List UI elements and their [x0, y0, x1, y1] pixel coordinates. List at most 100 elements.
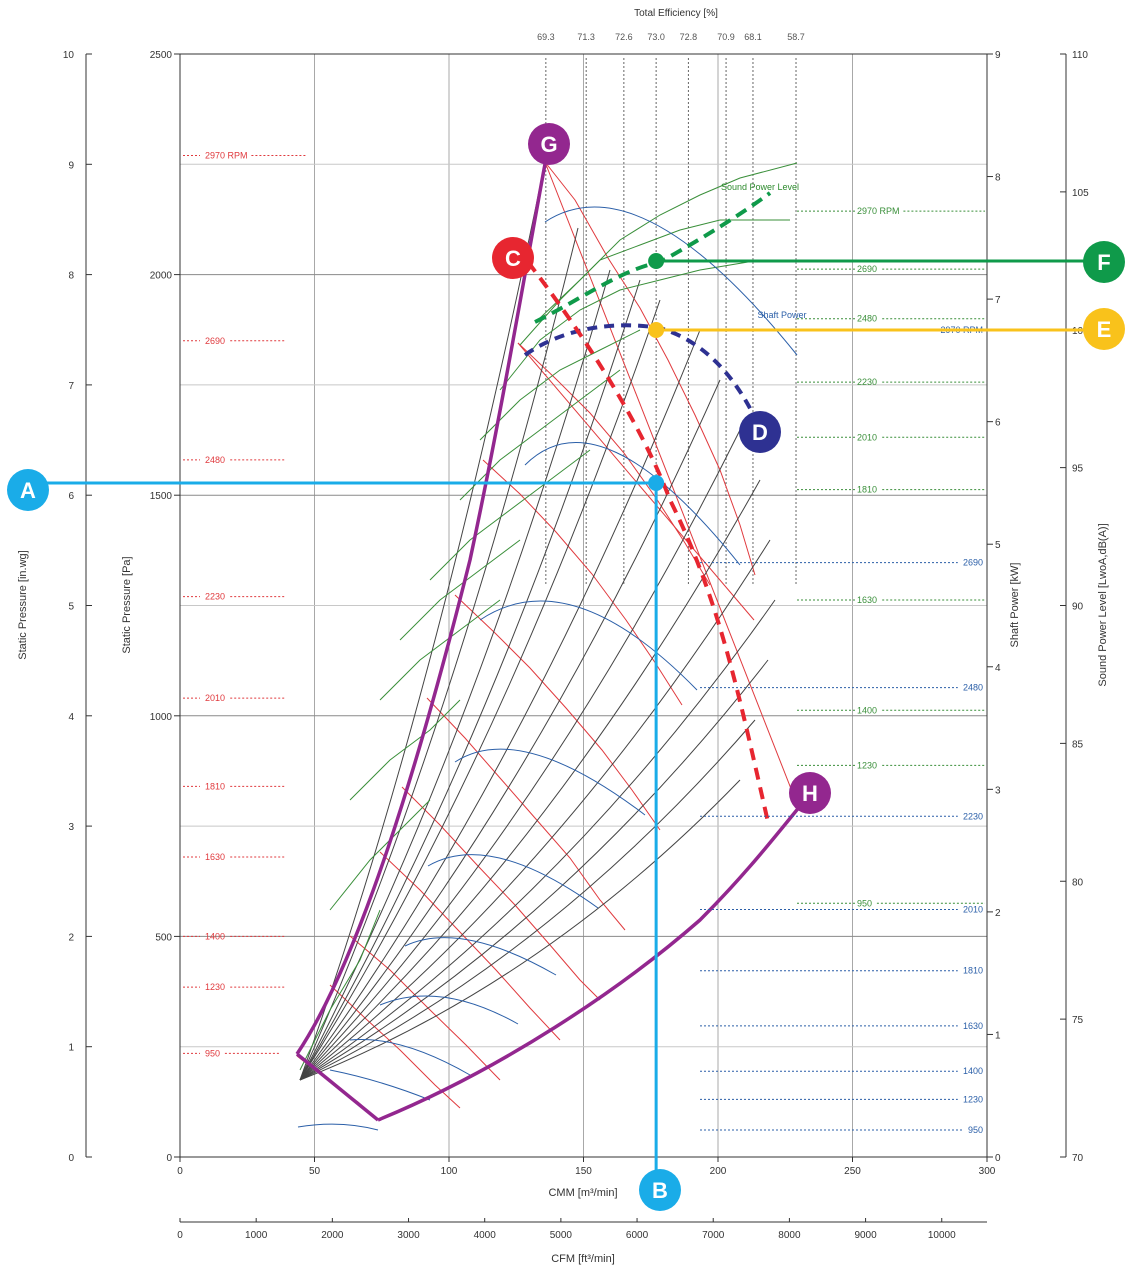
pa-axis-label: Static Pressure [Pa] [121, 556, 133, 653]
power-curve [524, 442, 741, 566]
rpm-pressure-label: 1400 [205, 931, 225, 941]
marker-circle [1083, 241, 1125, 283]
cmm-tick-label: 150 [575, 1166, 592, 1177]
rpm-sound-label: 1400 [857, 705, 877, 715]
rpm-pressure-label: 1230 [205, 982, 225, 992]
rpm-pressure-label: 2230 [205, 592, 225, 602]
inwg-tick-label: 9 [68, 160, 74, 171]
cfm-tick-label: 2000 [321, 1230, 344, 1241]
sound-curve [349, 699, 461, 801]
envelope-corner [295, 1052, 380, 1122]
sound-curve [299, 909, 381, 1071]
cfm-tick-label: 3000 [397, 1230, 420, 1241]
rpm-sound-label: 2480 [857, 314, 877, 324]
speed-curve [329, 984, 461, 1109]
efficiency-label: 72.6 [615, 32, 633, 42]
system-curve [299, 227, 579, 1081]
efficiency-label: 73.0 [647, 32, 665, 42]
speed-curve [482, 459, 683, 706]
sound-curve [329, 799, 431, 911]
cfm-tick-label: 9000 [854, 1230, 877, 1241]
kw-tick-label: 4 [995, 663, 1001, 674]
marker-circle [739, 411, 781, 453]
efficiency-label: 68.1 [744, 32, 762, 42]
inwg-tick-label: 10 [63, 50, 75, 61]
marker-e: E [1083, 308, 1125, 350]
rpm-pressure-label: 2010 [205, 693, 225, 703]
marker-h: H [789, 772, 831, 814]
power-curve [329, 1069, 431, 1101]
efficiency-dashed-curve [526, 260, 770, 823]
kw-tick-label: 2 [995, 908, 1001, 919]
kw-tick-label: 7 [995, 295, 1001, 306]
op-point [648, 475, 665, 491]
marker-b: B [639, 1169, 681, 1211]
speed-curve [544, 161, 756, 576]
sound-curve [429, 449, 591, 581]
speed-curve [517, 342, 711, 586]
pa-tick-label: 500 [155, 932, 172, 943]
rpm-sound-label: 1230 [857, 760, 877, 770]
shaft-power-label: Shaft Power [757, 310, 806, 320]
marker-f: F [1083, 241, 1125, 283]
db-tick-label: 110 [1072, 50, 1088, 61]
speed-curve [544, 161, 798, 805]
speed-curve [426, 697, 626, 931]
system-curve [299, 429, 741, 1081]
marker-label: G [540, 132, 557, 157]
rpm-pressure-label: 1810 [205, 781, 225, 791]
envelope-left [295, 163, 547, 1055]
system-curve [299, 161, 546, 1081]
kw-tick-label: 9 [995, 50, 1001, 61]
sound-curve [479, 329, 641, 441]
system-curve [299, 329, 701, 1081]
rpm-sound-label: 2690 [857, 264, 877, 274]
system-curve [299, 659, 769, 1081]
grid-lines [180, 54, 987, 1157]
marker-label: F [1097, 250, 1110, 275]
cfm-tick-label: 7000 [702, 1230, 725, 1241]
speed-curve [401, 786, 601, 1001]
marker-circle [789, 772, 831, 814]
inwg-tick-label: 2 [68, 932, 74, 943]
rpm-sound-label: 950 [857, 898, 872, 908]
marker-circle [1083, 308, 1125, 350]
db-tick-label: 90 [1072, 602, 1084, 613]
marker-label: B [652, 1178, 668, 1203]
inwg-axis-label: Static Pressure [in.wg] [17, 550, 29, 659]
power-curve [404, 937, 557, 976]
efficiency-label: 58.7 [787, 32, 805, 42]
sound-point [648, 253, 665, 269]
cmm-tick-label: 300 [979, 1166, 996, 1177]
kw-tick-label: 8 [995, 173, 1001, 184]
rpm-sound-label: 1630 [857, 595, 877, 605]
kw-tick-label: 1 [995, 1030, 1001, 1041]
rpm-power-label: 1630 [963, 1021, 983, 1031]
power-curve [479, 600, 698, 691]
marker-label: D [752, 420, 768, 445]
cfm-axis-label: CFM [ft³/min] [551, 1253, 615, 1265]
rpm-power-label: 950 [968, 1125, 983, 1135]
inwg-tick-label: 8 [68, 271, 74, 282]
system-curve [299, 539, 771, 1081]
pa-tick-label: 0 [166, 1153, 172, 1164]
cmm-tick-label: 200 [710, 1166, 727, 1177]
rpm-pressure-label: 1630 [205, 852, 225, 862]
marker-d: D [739, 411, 781, 453]
sound-curve [379, 599, 501, 701]
pa-tick-label: 2000 [150, 271, 173, 282]
db-tick-label: 85 [1072, 739, 1084, 750]
efficiency-label: 72.8 [680, 32, 698, 42]
db-tick-label: 105 [1072, 188, 1089, 199]
inwg-tick-label: 7 [68, 381, 74, 392]
marker-label: E [1097, 317, 1112, 342]
db-tick-label: 80 [1072, 877, 1084, 888]
marker-label: C [505, 246, 521, 271]
efficiency-label: 69.3 [537, 32, 555, 42]
system-curve [299, 299, 661, 1081]
cfm-tick-label: 6000 [626, 1230, 649, 1241]
cfm-tick-label: 8000 [778, 1230, 801, 1241]
cfm-tick-label: 0 [177, 1230, 183, 1241]
rpm-power-label: 1810 [963, 966, 983, 976]
